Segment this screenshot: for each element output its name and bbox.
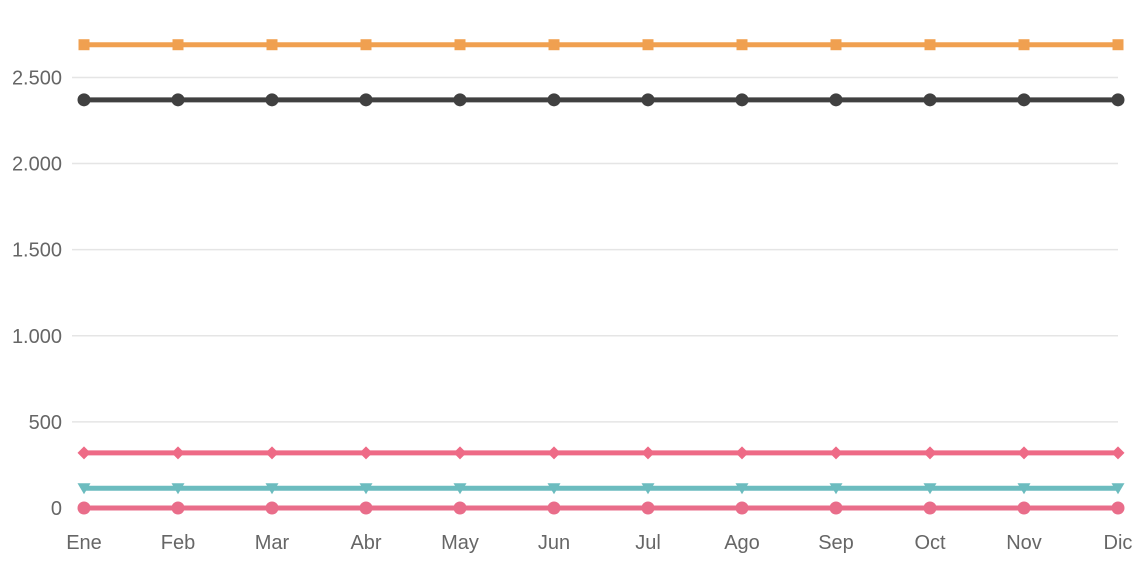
x-tick-label: Nov	[1006, 532, 1042, 554]
data-point	[453, 93, 467, 107]
data-point	[77, 93, 91, 107]
data-point	[829, 501, 843, 515]
series-1	[78, 39, 1124, 51]
data-point	[547, 93, 561, 107]
y-gridlines	[72, 76, 1118, 423]
x-tick-label: Jun	[538, 532, 570, 554]
data-point	[735, 483, 749, 495]
data-point	[830, 39, 842, 51]
data-point	[547, 483, 561, 495]
data-point	[359, 483, 373, 495]
series-layer	[77, 39, 1125, 515]
x-tick-label: Feb	[161, 532, 195, 554]
data-point	[735, 93, 749, 107]
data-point	[641, 446, 655, 460]
series-5	[77, 501, 1125, 515]
y-tick-label: 2.000	[12, 154, 62, 176]
data-point	[265, 501, 279, 515]
data-point	[923, 501, 937, 515]
data-point	[359, 93, 373, 107]
data-point	[359, 501, 373, 515]
data-point	[453, 483, 467, 495]
data-point	[735, 501, 749, 515]
data-point	[265, 93, 279, 107]
data-point	[547, 446, 561, 460]
data-point	[1112, 39, 1124, 51]
y-tick-label: 0	[51, 498, 62, 520]
data-point	[265, 483, 279, 495]
x-tick-label: Ene	[66, 532, 102, 554]
data-point	[265, 446, 279, 460]
data-point	[924, 39, 936, 51]
data-point	[77, 501, 91, 515]
data-point	[641, 501, 655, 515]
data-point	[641, 483, 655, 495]
data-point	[641, 93, 655, 107]
data-point	[1111, 501, 1125, 515]
data-point	[171, 501, 185, 515]
data-point	[77, 483, 91, 495]
x-tick-label: Ago	[724, 532, 760, 554]
data-point	[171, 446, 185, 460]
data-point	[735, 446, 749, 460]
y-tick-label: 1.000	[12, 326, 62, 348]
x-tick-label: Oct	[914, 532, 946, 554]
data-point	[923, 483, 937, 495]
series-4	[77, 483, 1125, 495]
x-tick-label: Dic	[1104, 532, 1133, 554]
data-point	[453, 446, 467, 460]
data-point	[1017, 501, 1031, 515]
data-point	[360, 39, 372, 51]
series-2	[77, 93, 1125, 107]
data-point	[829, 483, 843, 495]
data-point	[923, 446, 937, 460]
data-point	[1017, 483, 1031, 495]
data-point	[172, 39, 184, 51]
x-tick-label: Jul	[635, 532, 661, 554]
data-point	[1111, 483, 1125, 495]
x-tick-label: May	[441, 532, 479, 554]
data-point	[923, 93, 937, 107]
data-point	[266, 39, 278, 51]
data-point	[1018, 39, 1030, 51]
y-axis: 0 500 1.000 1.500 2.000 2.500	[12, 67, 62, 520]
x-tick-label: Abr	[350, 532, 381, 554]
data-point	[547, 501, 561, 515]
data-point	[1017, 93, 1031, 107]
data-point	[829, 93, 843, 107]
y-tick-label: 500	[29, 412, 62, 434]
y-tick-label: 2.500	[12, 67, 62, 89]
y-tick-label: 1.500	[12, 240, 62, 262]
x-axis: Ene Feb Mar Abr May Jun Jul Ago Sep Oct Nov Dic	[66, 532, 1132, 554]
data-point	[171, 483, 185, 495]
data-point	[1111, 446, 1125, 460]
data-point	[77, 446, 91, 460]
data-point	[359, 446, 373, 460]
data-point	[548, 39, 560, 51]
series-3	[77, 446, 1125, 460]
data-point	[454, 39, 466, 51]
data-point	[1111, 93, 1125, 107]
data-point	[1017, 446, 1031, 460]
data-point	[171, 93, 185, 107]
data-point	[829, 446, 843, 460]
data-point	[642, 39, 654, 51]
x-tick-label: Sep	[818, 532, 854, 554]
data-point	[453, 501, 467, 515]
data-point	[78, 39, 90, 51]
x-tick-label: Mar	[255, 532, 290, 554]
data-point	[736, 39, 748, 51]
